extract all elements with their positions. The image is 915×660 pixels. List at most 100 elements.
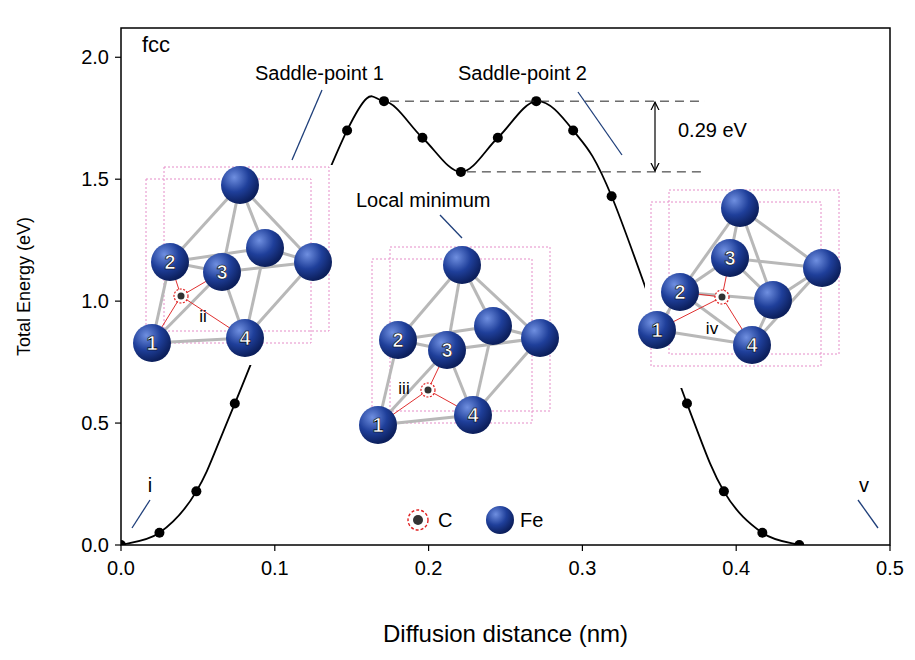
y-tick bbox=[115, 301, 121, 302]
data-point bbox=[154, 528, 164, 538]
atom-number: 3 bbox=[216, 261, 227, 283]
pointer-line bbox=[858, 500, 878, 528]
data-point bbox=[607, 191, 617, 201]
fe-atom bbox=[359, 406, 397, 444]
atom-number: 4 bbox=[467, 404, 479, 426]
data-point bbox=[456, 167, 466, 177]
legend-label: Fe bbox=[520, 509, 543, 531]
legend: C Fe bbox=[408, 506, 543, 534]
x-tick bbox=[428, 545, 429, 551]
atom-number: 2 bbox=[164, 251, 175, 273]
atom-number: 1 bbox=[651, 319, 662, 341]
fe-atom bbox=[221, 166, 259, 204]
atom-number: 2 bbox=[674, 281, 685, 303]
y-tick bbox=[115, 179, 121, 180]
x-tick bbox=[120, 545, 121, 551]
pointer-line bbox=[132, 500, 150, 528]
pointer-line bbox=[292, 90, 322, 160]
data-point bbox=[719, 486, 729, 496]
chart: 0.00.10.20.30.40.50.00.51.01.52.0Diffusi… bbox=[0, 0, 915, 660]
fe-atom bbox=[379, 321, 417, 359]
carbon-site bbox=[174, 289, 188, 303]
x-tick-label: 0.5 bbox=[876, 557, 904, 579]
annotation: Local minimum bbox=[356, 189, 490, 211]
data-point bbox=[342, 125, 352, 135]
x-tick-label: 0.1 bbox=[261, 557, 289, 579]
data-point bbox=[121, 540, 126, 545]
site-label: iv bbox=[706, 319, 719, 338]
annotation: Saddle-point 1 bbox=[255, 62, 384, 84]
pointer-line bbox=[578, 92, 622, 155]
barrier-arrow bbox=[654, 102, 655, 171]
data-point bbox=[493, 133, 503, 143]
inset-background bbox=[140, 165, 335, 365]
y-tick bbox=[115, 544, 121, 545]
data-point bbox=[417, 133, 427, 143]
fe-atom bbox=[443, 246, 481, 284]
carbon-site bbox=[421, 383, 435, 397]
fe-atom bbox=[803, 249, 841, 287]
fe-atom bbox=[733, 326, 771, 364]
fe-atom bbox=[151, 243, 189, 281]
y-tick-label: 0.0 bbox=[81, 534, 109, 556]
data-point bbox=[230, 399, 240, 409]
fe-atom bbox=[226, 319, 264, 357]
annotation: fcc bbox=[142, 32, 170, 57]
x-tick-label: 0.0 bbox=[107, 557, 135, 579]
annotation: Saddle-point 2 bbox=[458, 62, 587, 84]
fe-atom bbox=[721, 189, 759, 227]
y-tick-label: 1.5 bbox=[81, 168, 109, 190]
fe-atom bbox=[428, 331, 466, 369]
fe-atom bbox=[711, 239, 749, 277]
legend-symbol bbox=[408, 510, 428, 530]
atom-number: 4 bbox=[239, 327, 251, 349]
annotation: 0.29 eV bbox=[678, 119, 748, 141]
y-tick bbox=[115, 57, 121, 58]
fe-atom bbox=[754, 281, 792, 319]
y-tick bbox=[115, 422, 121, 423]
x-tick bbox=[889, 545, 890, 551]
pointer-line bbox=[440, 215, 462, 238]
annotation: v bbox=[859, 474, 869, 496]
annotation: i bbox=[148, 474, 152, 496]
y-tick-label: 2.0 bbox=[81, 46, 109, 68]
fe-atom bbox=[294, 243, 332, 281]
x-tick-label: 0.4 bbox=[722, 557, 750, 579]
structure-inset: 2 3 1 4 ii bbox=[133, 165, 335, 365]
fe-atom bbox=[246, 229, 284, 267]
data-point bbox=[794, 540, 804, 545]
legend-symbol bbox=[486, 506, 514, 534]
atom-number: 3 bbox=[724, 247, 735, 269]
x-tick-label: 0.2 bbox=[415, 557, 443, 579]
x-tick-label: 0.3 bbox=[568, 557, 596, 579]
structure-inset: 2314iii bbox=[359, 245, 559, 445]
x-axis-title: Diffusion distance (nm) bbox=[383, 620, 628, 647]
x-tick bbox=[736, 545, 737, 551]
cell-edge bbox=[146, 179, 311, 343]
fe-atom bbox=[133, 324, 171, 362]
legend-label: C bbox=[438, 509, 452, 531]
fe-atom bbox=[638, 311, 676, 349]
x-tick bbox=[274, 545, 275, 551]
data-point bbox=[757, 528, 767, 538]
site-label: ii bbox=[199, 307, 207, 326]
data-point bbox=[568, 125, 578, 135]
atom-number: 3 bbox=[441, 339, 452, 361]
plot-frame bbox=[121, 28, 890, 545]
data-point bbox=[682, 399, 692, 409]
fe-atom bbox=[474, 307, 512, 345]
y-axis-title: Total Energy (eV) bbox=[14, 217, 34, 356]
minimum-level bbox=[467, 171, 705, 172]
atom-number: 4 bbox=[746, 334, 758, 356]
carbon-atom bbox=[425, 387, 432, 394]
structure-inset: 3 21 4 iv bbox=[638, 188, 845, 388]
atom-number: 2 bbox=[392, 329, 403, 351]
atom-number: 1 bbox=[146, 332, 157, 354]
carbon-atom bbox=[719, 294, 726, 301]
fe-atom bbox=[203, 253, 241, 291]
atom-number: 1 bbox=[372, 414, 383, 436]
cell-edge bbox=[651, 202, 821, 366]
y-tick-label: 1.0 bbox=[81, 290, 109, 312]
x-tick bbox=[582, 545, 583, 551]
legend-symbol bbox=[413, 515, 423, 525]
